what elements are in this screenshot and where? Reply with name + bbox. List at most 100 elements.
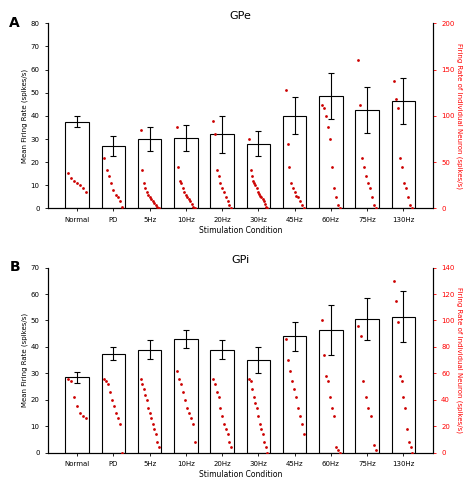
Point bbox=[149, 197, 156, 205]
Point bbox=[370, 441, 377, 449]
Bar bbox=[392, 101, 415, 208]
Point bbox=[224, 430, 231, 438]
Point bbox=[70, 393, 78, 401]
Point bbox=[175, 375, 182, 383]
Point bbox=[360, 377, 367, 385]
Point bbox=[392, 95, 400, 103]
Point bbox=[282, 86, 290, 94]
Point bbox=[155, 204, 163, 212]
Point bbox=[296, 412, 303, 419]
Point bbox=[141, 184, 149, 192]
Point bbox=[300, 430, 308, 438]
Point bbox=[73, 403, 81, 411]
Point bbox=[252, 398, 259, 406]
Point bbox=[290, 385, 298, 393]
Point bbox=[115, 415, 122, 422]
Point bbox=[249, 177, 257, 185]
Point bbox=[263, 203, 270, 211]
Point bbox=[318, 101, 326, 109]
Point bbox=[187, 415, 195, 422]
Point bbox=[178, 179, 185, 187]
Bar bbox=[210, 134, 234, 208]
Point bbox=[330, 412, 337, 419]
Point bbox=[153, 438, 161, 446]
Point bbox=[112, 191, 119, 198]
Bar bbox=[356, 110, 379, 208]
Point bbox=[282, 335, 290, 343]
Point bbox=[118, 203, 126, 211]
Point bbox=[355, 56, 362, 64]
Point bbox=[407, 201, 414, 209]
X-axis label: Stimulation Condition: Stimulation Condition bbox=[199, 470, 282, 479]
Point bbox=[107, 179, 115, 187]
Point bbox=[407, 443, 414, 451]
Point bbox=[173, 123, 181, 131]
Point bbox=[215, 393, 222, 401]
Point bbox=[255, 190, 263, 197]
Point bbox=[147, 196, 155, 203]
Bar bbox=[65, 122, 89, 208]
Point bbox=[250, 179, 258, 187]
Point bbox=[256, 420, 264, 428]
Point bbox=[355, 322, 362, 330]
Bar bbox=[319, 330, 343, 453]
Bar bbox=[283, 116, 307, 208]
Point bbox=[70, 177, 78, 185]
Text: A: A bbox=[9, 16, 20, 30]
Point bbox=[360, 163, 368, 171]
Point bbox=[399, 163, 406, 171]
Point bbox=[226, 201, 233, 209]
Point bbox=[264, 449, 271, 457]
Point bbox=[113, 409, 120, 417]
Point bbox=[294, 404, 301, 412]
Point bbox=[324, 123, 332, 131]
Bar bbox=[138, 349, 162, 453]
Point bbox=[252, 181, 259, 189]
Point bbox=[400, 393, 407, 401]
Point bbox=[401, 404, 409, 412]
Point bbox=[249, 385, 256, 393]
Point bbox=[402, 184, 410, 192]
Point bbox=[358, 154, 366, 162]
Point bbox=[365, 179, 372, 187]
Point bbox=[247, 377, 255, 385]
Point bbox=[137, 126, 145, 134]
Point bbox=[336, 204, 344, 212]
Bar bbox=[319, 96, 343, 208]
Point bbox=[326, 393, 334, 401]
Point bbox=[261, 438, 268, 446]
X-axis label: Stimulation Condition: Stimulation Condition bbox=[199, 225, 282, 235]
Point bbox=[391, 77, 398, 85]
Point bbox=[257, 425, 265, 433]
Point bbox=[118, 449, 126, 457]
Point bbox=[357, 332, 365, 340]
Point bbox=[395, 104, 402, 112]
Point bbox=[211, 380, 219, 388]
Point bbox=[220, 188, 228, 196]
Point bbox=[64, 375, 72, 383]
Point bbox=[326, 135, 334, 143]
Point bbox=[246, 135, 253, 143]
Point bbox=[217, 179, 224, 187]
Bar bbox=[246, 144, 270, 208]
Point bbox=[145, 404, 152, 412]
Point bbox=[177, 380, 185, 388]
Point bbox=[110, 403, 118, 411]
Point bbox=[213, 166, 220, 173]
Point bbox=[255, 412, 262, 419]
Point bbox=[401, 179, 408, 187]
Point bbox=[67, 174, 75, 182]
Point bbox=[284, 140, 292, 147]
Point bbox=[392, 297, 400, 305]
Point bbox=[366, 184, 374, 192]
Point bbox=[373, 204, 380, 212]
Point bbox=[152, 201, 159, 209]
Point bbox=[191, 204, 199, 212]
Point bbox=[370, 201, 378, 209]
Point bbox=[289, 184, 297, 192]
Point bbox=[152, 430, 159, 438]
Point bbox=[215, 172, 222, 180]
Point bbox=[213, 388, 220, 396]
Point bbox=[334, 446, 342, 454]
Point bbox=[253, 404, 261, 412]
